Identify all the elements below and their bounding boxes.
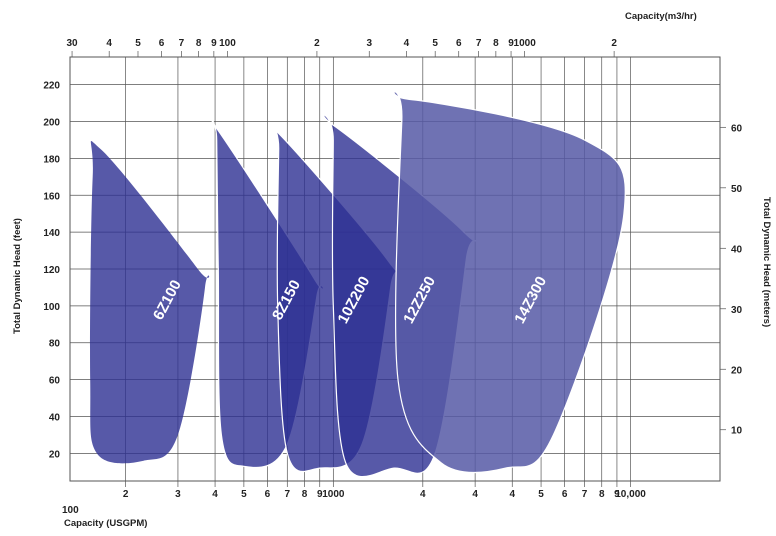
x-tick-label-bottom: 7 [285,489,291,500]
x-tick-label-top: 9 [508,38,514,49]
y-tick-label-left: 120 [43,265,60,276]
x-tick-label-bottom: 2 [123,489,129,500]
x-tick-label-top: 100 [219,38,236,49]
x-tick-label-top: 7 [179,38,185,49]
y-tick-label-right: 30 [731,305,743,316]
x-tick-label-bottom: 9 [317,489,323,500]
x-tick-label-bottom: 7 [582,489,588,500]
x-tick-label-bottom: 8 [599,489,605,500]
x-tick-label-bottom: 4 [212,489,218,500]
x-tick-label-bottom: 3 [175,489,181,500]
x-tick-label-bottom: 1000 [322,489,345,500]
x-axis-title-bottom: Capacity (USGPM) [64,518,147,529]
x-tick-label-bottom: 9 [614,489,620,500]
y-tick-label-left: 100 [43,302,60,313]
x-tick-label-top: 6 [456,38,462,49]
y-tick-label-left: 200 [43,118,60,129]
x-tick-label-top: 8 [493,38,499,49]
y-tick-label-right: 60 [731,123,743,134]
x-tick-label-bottom: 6 [265,489,271,500]
y-tick-label-right: 10 [731,426,743,437]
x-tick-label-top: 4 [106,38,112,49]
y-tick-label-left: 60 [49,376,61,387]
y-tick-label-left: 160 [43,191,60,202]
y-tick-label-right: 50 [731,184,743,195]
x-tick-label-bottom: 4 [509,489,515,500]
y-tick-label-left: 220 [43,81,60,92]
x-tick-label-top: 7 [476,38,482,49]
pump-curve-6z100 [90,140,210,464]
pump-curves [90,91,626,478]
x-tick-label-top: 2 [611,38,617,49]
x-tick-label-top: 1000 [514,38,537,49]
x-tick-label-top: 5 [432,38,438,49]
y-tick-label-left: 40 [49,412,61,423]
x-tick-label-bottom: 5 [241,489,247,500]
x-tick-label-top: 30 [66,38,78,49]
x-tick-label-top: 2 [314,38,320,49]
y-axis-title-right: Total Dynamic Head (meters) [761,197,772,327]
y-tick-label-right: 20 [731,365,743,376]
y-tick-label-left: 80 [49,339,61,350]
x-tick-label-top: 6 [159,38,165,49]
x-tick-label-top: 5 [135,38,141,49]
y-axis-title-left: Total Dynamic Head (feet) [12,218,23,334]
x-tick-label-bottom: 5 [538,489,544,500]
x-tick-label-bottom: 6 [562,489,568,500]
y-tick-label-left: 140 [43,228,60,239]
y-tick-label-left: 20 [49,449,61,460]
x-tick-label-top: 9 [211,38,217,49]
y-tick-label-right: 40 [731,244,743,255]
x-tick-label-bottom: 4 [472,489,478,500]
x-label-100: 100 [62,505,79,516]
pump-curve-14z300 [393,91,626,474]
x-tick-label-bottom: 8 [302,489,308,500]
x-tick-label-top: 8 [196,38,202,49]
x-tick-label-bottom: 4 [420,489,426,500]
x-tick-label-top: 3 [366,38,372,49]
y-tick-label-left: 180 [43,154,60,165]
x-tick-label-top: 4 [404,38,410,49]
x-tick-label-bottom: 10,000 [615,489,646,500]
x-axis-title-top: Capacity(m3/hr) [625,11,697,22]
